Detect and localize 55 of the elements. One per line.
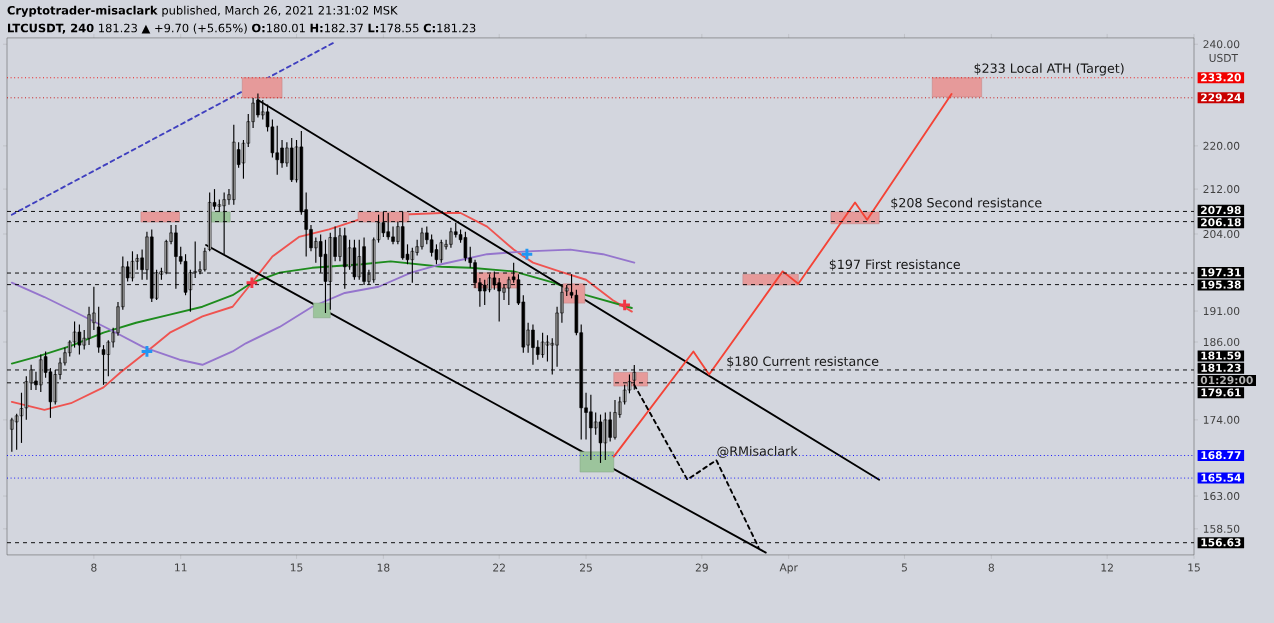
y-tick-label: 204.00 xyxy=(1203,229,1240,239)
ref-line-label: 207.98 xyxy=(1201,206,1241,215)
ref-line-label: 195.38 xyxy=(1201,280,1241,289)
candlestick xyxy=(19,392,24,444)
ref-line-label: 168.77 xyxy=(1201,451,1241,460)
x-tick-label: 8 xyxy=(988,563,995,572)
candlestick xyxy=(72,320,77,349)
candlestick xyxy=(598,413,603,464)
x-tick-label: 12 xyxy=(1101,563,1113,572)
candlestick xyxy=(434,243,439,265)
text: LTCUSDT, 240 181.23 ▲ +9.70 (+5.65%) O:180.01 H:182.37 L:178.55 C:181.23 xyxy=(7,23,476,34)
x-tick-label: 11 xyxy=(175,563,187,572)
y-tick-label: 158.50 xyxy=(1203,524,1240,533)
annotation: $233 Local ATH (Target) xyxy=(974,63,1124,76)
candlestick xyxy=(545,334,550,363)
point xyxy=(520,247,534,261)
ref-line-label: 156.63 xyxy=(1201,538,1241,547)
x-tick-label: 22 xyxy=(493,563,505,572)
ref-line-label: 229.24 xyxy=(1201,93,1241,102)
x-tick-label: 8 xyxy=(91,563,97,572)
x-tick-label: 29 xyxy=(695,563,708,572)
y-tick-label: 186.00 xyxy=(1203,337,1240,347)
ref-line-label: 206.18 xyxy=(1201,218,1241,227)
y-tick-label: 212.00 xyxy=(1203,185,1240,194)
point xyxy=(617,298,632,312)
y-tick-label: 220.00 xyxy=(1203,141,1240,150)
x-tick-label: Apr xyxy=(779,563,798,574)
ref-line-label: 181.59 xyxy=(1201,351,1241,360)
text: 181.23 xyxy=(1201,363,1241,372)
x-tick-label: 15 xyxy=(1188,563,1200,572)
x-tick-label: 18 xyxy=(377,563,390,572)
y-tick-label: 163.00 xyxy=(1203,492,1240,501)
line-series xyxy=(10,212,633,411)
annotation: $197 First resistance xyxy=(829,259,960,271)
point xyxy=(140,344,154,359)
ref-line-label: 233.20 xyxy=(1201,73,1241,82)
y-axis-title: USDT xyxy=(1209,53,1239,62)
annotation: @RMisaclark xyxy=(717,446,798,458)
text: 01:29:00 xyxy=(1200,376,1253,385)
candlestick xyxy=(564,284,569,297)
ref-line-label: 179.61 xyxy=(1201,388,1241,397)
y-tick-label: 174.00 xyxy=(1203,415,1240,424)
point xyxy=(245,275,259,290)
x-tick-label: 25 xyxy=(580,563,592,572)
x-tick-label: 5 xyxy=(901,563,907,572)
ref-line-label: 197.31 xyxy=(1201,268,1241,277)
ref-line-label: 165.54 xyxy=(1201,473,1241,482)
y-tick-label: 191.00 xyxy=(1203,306,1240,316)
y-tick-label: 240.00 xyxy=(1203,40,1240,49)
chart-title: Cryptotrader-misaclark published, March 26, 2021 21:31:02 MSK xyxy=(7,5,398,17)
candlestick xyxy=(96,306,101,354)
annotation: $180 Current resistance xyxy=(727,356,879,368)
x-tick-label: 15 xyxy=(290,563,303,572)
candlestick xyxy=(487,273,492,293)
annotation: $208 Second resistance xyxy=(891,197,1042,210)
